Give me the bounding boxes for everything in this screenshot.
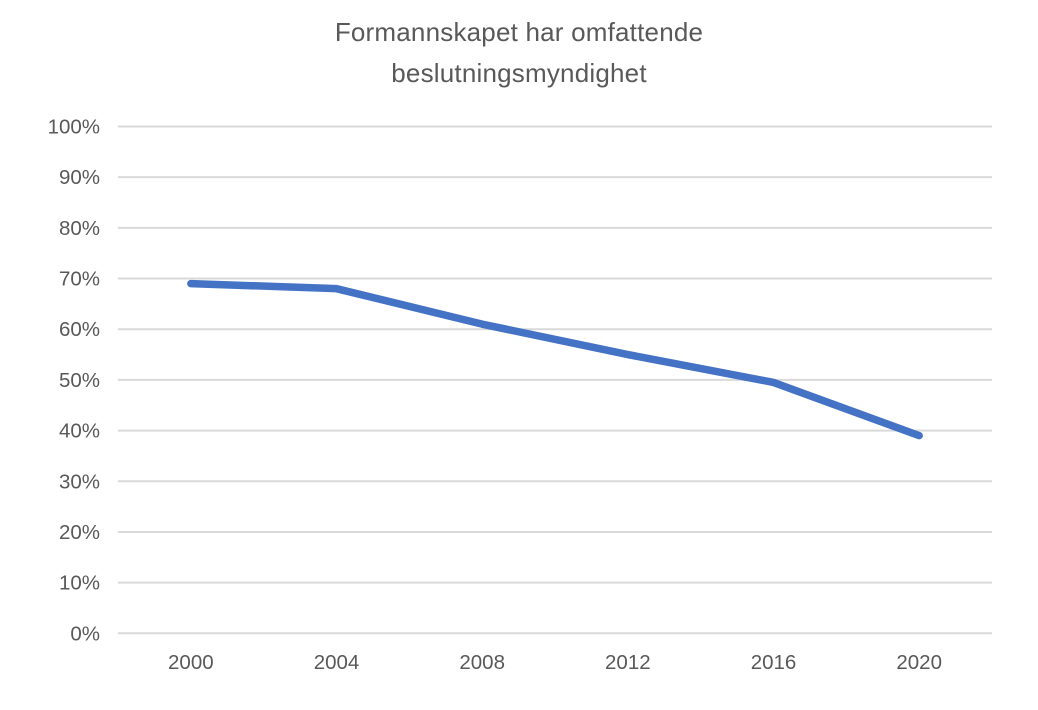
- y-axis-tick-label: 60%: [59, 318, 100, 341]
- x-axis-tick-label: 2016: [751, 651, 797, 674]
- y-axis-tick-label: 20%: [59, 521, 100, 544]
- y-axis-tick-label: 90%: [59, 166, 100, 189]
- x-axis-labels: 2000 2004 2008 2012 2016 2020: [168, 651, 942, 674]
- y-axis-labels: 0% 10% 20% 30% 40% 50% 60% 70% 80% 90% 100%: [48, 116, 100, 646]
- x-axis-tick-label: 2008: [459, 651, 505, 674]
- y-axis-tick-label: 0%: [70, 622, 100, 645]
- y-axis-tick-label: 70%: [59, 268, 100, 291]
- gridlines-group: [118, 125, 992, 635]
- y-axis-tick-label: 100%: [48, 116, 100, 139]
- data-line-series: [187, 279, 923, 440]
- x-axis-tick-label: 2020: [896, 651, 942, 674]
- x-axis-tick-label: 2000: [168, 651, 214, 674]
- y-axis-tick-label: 10%: [59, 572, 100, 595]
- x-axis-tick-label: 2012: [605, 651, 651, 674]
- y-axis-tick-label: 50%: [59, 369, 100, 392]
- y-axis-tick-label: 80%: [59, 217, 100, 240]
- x-axis-tick-label: 2004: [314, 651, 360, 674]
- y-axis-tick-label: 30%: [59, 470, 100, 493]
- y-axis-tick-label: 40%: [59, 420, 100, 443]
